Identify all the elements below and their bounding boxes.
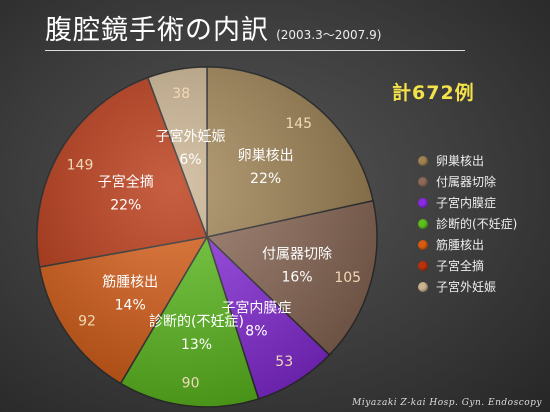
legend-swatch bbox=[418, 218, 428, 229]
slice-percent-label: 16% bbox=[281, 270, 312, 286]
slice-count-label: 92 bbox=[78, 314, 96, 330]
legend-swatch bbox=[418, 281, 428, 292]
legend-label: 子宮内膜症 bbox=[436, 196, 497, 210]
legend-label: 付属器切除 bbox=[436, 175, 497, 189]
slice-count-label: 53 bbox=[275, 354, 293, 370]
legend-label: 子宮外妊娠 bbox=[436, 280, 497, 294]
slice-name-label: 筋腫核出 bbox=[102, 273, 158, 290]
slice-count-label: 90 bbox=[182, 375, 200, 391]
slice-percent-label: 6% bbox=[179, 152, 201, 168]
total-count: 計672例 bbox=[392, 82, 475, 104]
slice-count-label: 149 bbox=[67, 158, 94, 174]
legend: 卵巣核出付属器切除子宮内膜症診断的(不妊症) 筋腫核出子宮全摘子宮外妊娠 bbox=[418, 150, 517, 297]
slice-percent-label: 8% bbox=[245, 323, 267, 339]
slice-percent-label: 14% bbox=[115, 297, 146, 313]
slice-name-label: 付属器切除 bbox=[262, 247, 332, 263]
legend-item: 診断的(不妊症) bbox=[418, 213, 517, 234]
legend-label: 筋腫核出 bbox=[436, 238, 485, 252]
legend-swatch bbox=[418, 239, 428, 250]
credit-text: Miyazaki Z-kai Hosp. Gyn. Endoscopy bbox=[352, 398, 542, 408]
slice-count-label: 105 bbox=[334, 270, 361, 286]
legend-swatch bbox=[418, 155, 428, 166]
legend-item: 子宮全摘 bbox=[418, 255, 517, 276]
legend-swatch bbox=[418, 197, 428, 208]
legend-label: 診断的(不妊症) bbox=[436, 217, 518, 231]
slice-percent-label: 22% bbox=[250, 171, 281, 187]
slice-name-label: 卵巣核出 bbox=[238, 148, 294, 164]
slice-name-label: 子宮内膜症 bbox=[221, 300, 291, 316]
legend-swatch bbox=[418, 260, 428, 271]
title-bar: 腹腔鏡手術の内訳 (2003.3〜2007.9) bbox=[45, 8, 465, 51]
slice-name-label: 子宮全摘 bbox=[98, 174, 154, 191]
slice-count-label: 145 bbox=[285, 116, 312, 132]
legend-swatch bbox=[418, 176, 428, 187]
slice-name-label: 子宮外妊娠 bbox=[156, 129, 226, 145]
legend-item: 卵巣核出 bbox=[418, 150, 517, 171]
legend-item: 子宮外妊娠 bbox=[418, 276, 517, 297]
legend-item: 子宮内膜症 bbox=[418, 192, 517, 213]
slice-name-label: 診断的(不妊症) bbox=[149, 314, 244, 330]
legend-label: 子宮全摘 bbox=[436, 259, 485, 273]
legend-item: 筋腫核出 bbox=[418, 234, 517, 255]
slice-count-label: 38 bbox=[172, 86, 190, 102]
slice-percent-label: 13% bbox=[181, 337, 212, 353]
chart-title: 腹腔鏡手術の内訳 bbox=[45, 15, 269, 46]
slice-percent-label: 22% bbox=[110, 198, 141, 214]
chart-subtitle: (2003.3〜2007.9) bbox=[276, 28, 382, 42]
legend-label: 卵巣核出 bbox=[436, 154, 485, 168]
legend-item: 付属器切除 bbox=[418, 171, 517, 192]
